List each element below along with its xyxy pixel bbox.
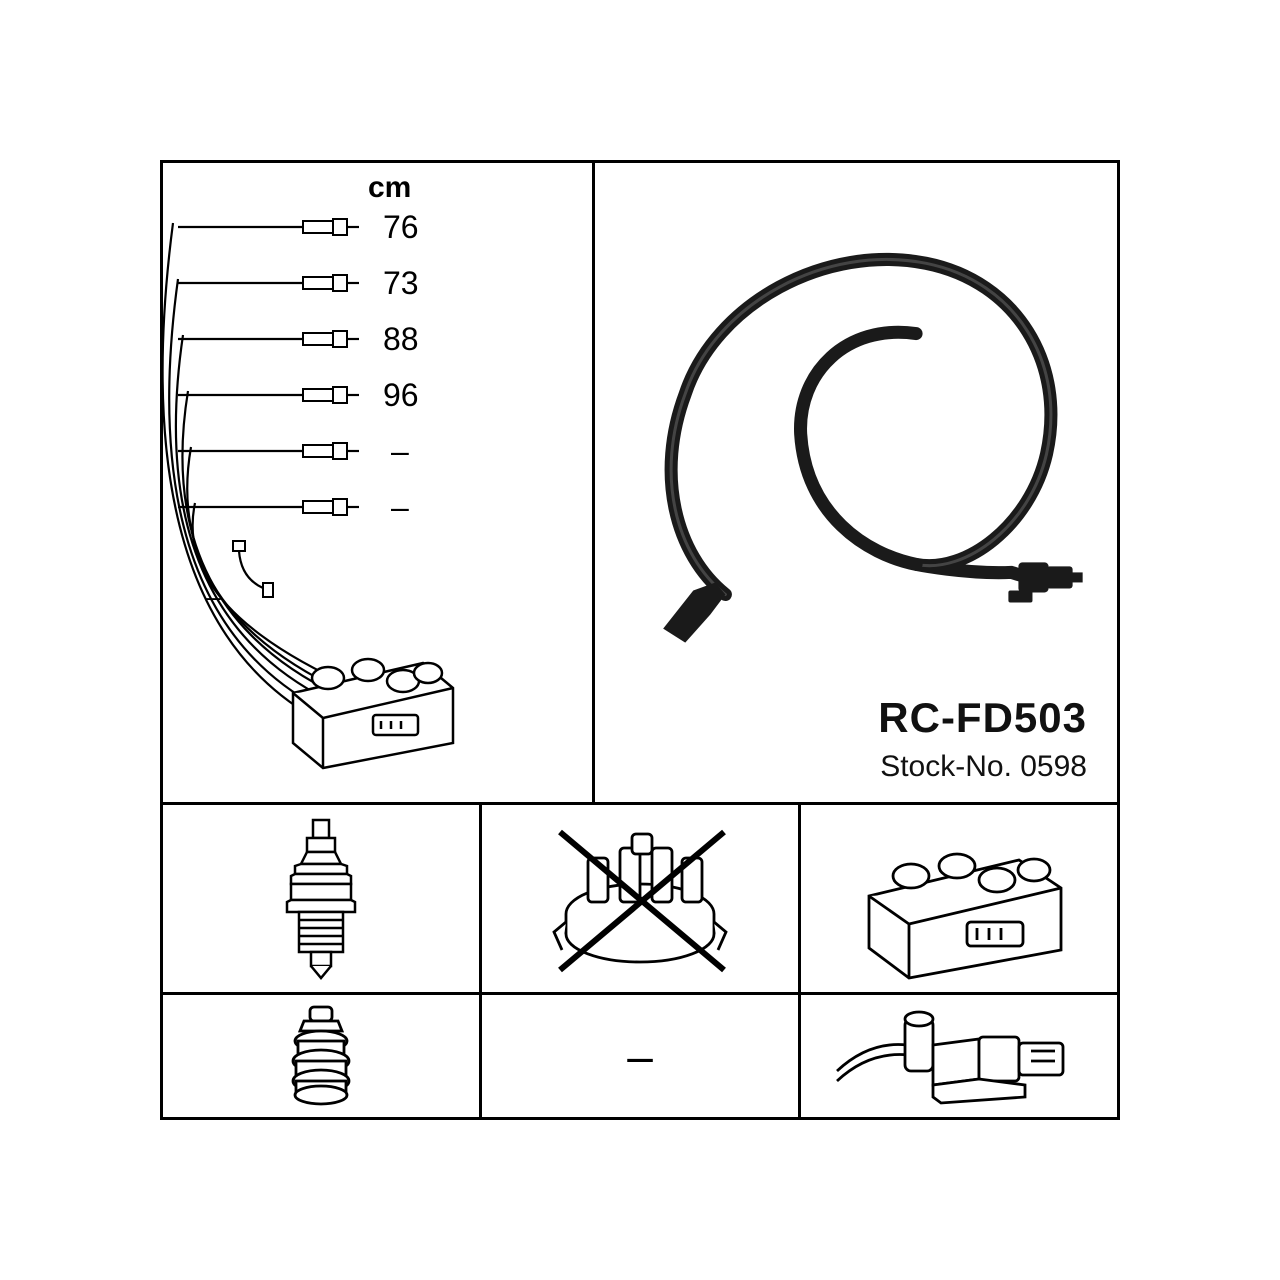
cable-length: 96 bbox=[383, 377, 443, 414]
outer-frame: cm 76 73 bbox=[160, 160, 1120, 1120]
coil-pack-icon bbox=[273, 623, 463, 773]
dash-label: – bbox=[627, 1029, 653, 1083]
coil-connector-icon bbox=[829, 1001, 1089, 1111]
cell-spark-plug bbox=[163, 805, 479, 1117]
panel-cable-lengths: cm 76 73 bbox=[163, 163, 592, 802]
cell-lower: – bbox=[482, 992, 798, 1117]
stock-number: 0598 bbox=[1020, 750, 1087, 783]
cell-lower bbox=[163, 992, 479, 1117]
unit-header: cm bbox=[368, 171, 411, 205]
cable-length: – bbox=[391, 489, 409, 526]
cell-upper bbox=[163, 805, 479, 992]
ignition-cable-photo bbox=[615, 173, 1097, 655]
diagram-canvas: cm 76 73 bbox=[140, 140, 1140, 1140]
part-number: RC-FD503 bbox=[878, 694, 1087, 742]
cable-length: – bbox=[391, 433, 409, 470]
cell-distributor-cap: – bbox=[479, 805, 798, 1117]
plug-boot-icon bbox=[276, 1001, 366, 1111]
panel-product-photo: RC-FD503 Stock-No. 0598 bbox=[592, 163, 1117, 802]
stock-number-line: Stock-No. 0598 bbox=[880, 750, 1087, 784]
spark-plug-icon bbox=[261, 814, 381, 984]
stock-label: Stock-No. bbox=[880, 750, 1020, 783]
cell-lower bbox=[801, 992, 1117, 1117]
cell-coil-pack bbox=[798, 805, 1117, 1117]
distributor-cap-crossed-icon bbox=[540, 814, 740, 984]
cell-upper bbox=[482, 805, 798, 992]
cable-length: 73 bbox=[383, 265, 443, 302]
cable-length: 88 bbox=[383, 321, 443, 358]
coil-pack-icon bbox=[839, 814, 1079, 984]
bottom-strip: – bbox=[163, 802, 1117, 1117]
cell-upper bbox=[801, 805, 1117, 992]
cable-length: 76 bbox=[383, 209, 443, 246]
